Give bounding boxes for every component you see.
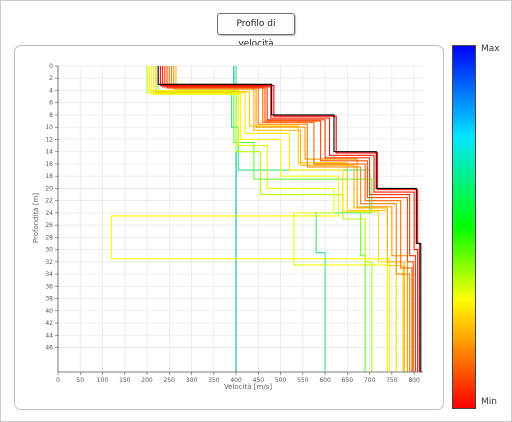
y-tick-label: 40 [45,308,53,315]
y-tick-label: 26 [45,222,53,229]
x-tick-label: 350 [208,377,220,384]
y-tick-label: 24 [45,210,53,217]
y-tick-label: 12 [45,136,53,143]
y-axis-label: Profondità [m] [32,193,40,243]
series-line [155,66,404,372]
series-line [175,66,405,372]
series-line [164,66,416,372]
y-tick-label: 16 [45,161,53,168]
y-tick-label: 42 [45,320,53,327]
y-tick-label: 36 [45,283,53,290]
x-tick-label: 150 [119,377,131,384]
series-line [173,66,408,372]
x-tick-label: 300 [186,377,198,384]
x-tick-label: 200 [141,377,153,384]
series-line [159,66,420,372]
x-tick-label: 800 [408,377,420,384]
x-tick-label: 50 [76,377,84,384]
series-line [148,66,388,372]
y-tick-label: 22 [45,198,53,205]
series-line [157,66,422,372]
series-line [170,66,411,372]
x-tick-label: 750 [386,377,398,384]
chart-title: Profilo di velocità [217,13,295,49]
x-tick-label: 250 [164,377,176,384]
x-tick-label: 600 [319,377,331,384]
series-line [168,66,413,372]
y-tick-label: 14 [45,149,53,156]
x-tick-label: 550 [297,377,309,384]
x-tick-label: 0 [56,377,60,384]
x-axis-label: Velocità [m/s] [224,383,272,391]
series-line [166,66,414,372]
series-line [157,66,373,372]
y-tick-label: 30 [45,247,53,254]
y-tick-label: 44 [45,332,53,339]
x-tick-label: 500 [275,377,287,384]
colorbar-max-label: Max [481,44,500,54]
y-tick-label: 32 [45,259,53,266]
colorbar [452,45,476,409]
series-group [110,66,422,372]
y-tick-label: 4 [49,87,53,94]
x-tick-label: 450 [253,377,265,384]
series-line [146,66,373,372]
y-tick-label: 28 [45,234,53,241]
y-tick-label: 10 [45,124,53,131]
y-tick-label: 20 [45,185,53,192]
series-line [110,66,391,372]
y-tick-label: 38 [45,296,53,303]
y-tick-label: 6 [49,100,53,107]
x-tick-label: 700 [364,377,376,384]
series-line [162,66,419,372]
y-tick-label: 0 [49,63,53,70]
y-tick-label: 2 [49,75,53,82]
y-tick-label: 18 [45,173,53,180]
x-tick-label: 400 [230,377,242,384]
series-line [233,66,237,372]
x-tick-label: 650 [342,377,354,384]
series-line [153,66,397,372]
y-tick-label: 46 [45,345,53,352]
y-tick-label: 8 [49,112,53,119]
colorbar-min-label: Min [481,397,497,407]
x-tick-label: 100 [97,377,109,384]
axes: 0 50 100 150 200 250 300 350 400 450 500 550 600 650 7… [45,63,423,384]
y-tick-label: 34 [45,271,53,278]
